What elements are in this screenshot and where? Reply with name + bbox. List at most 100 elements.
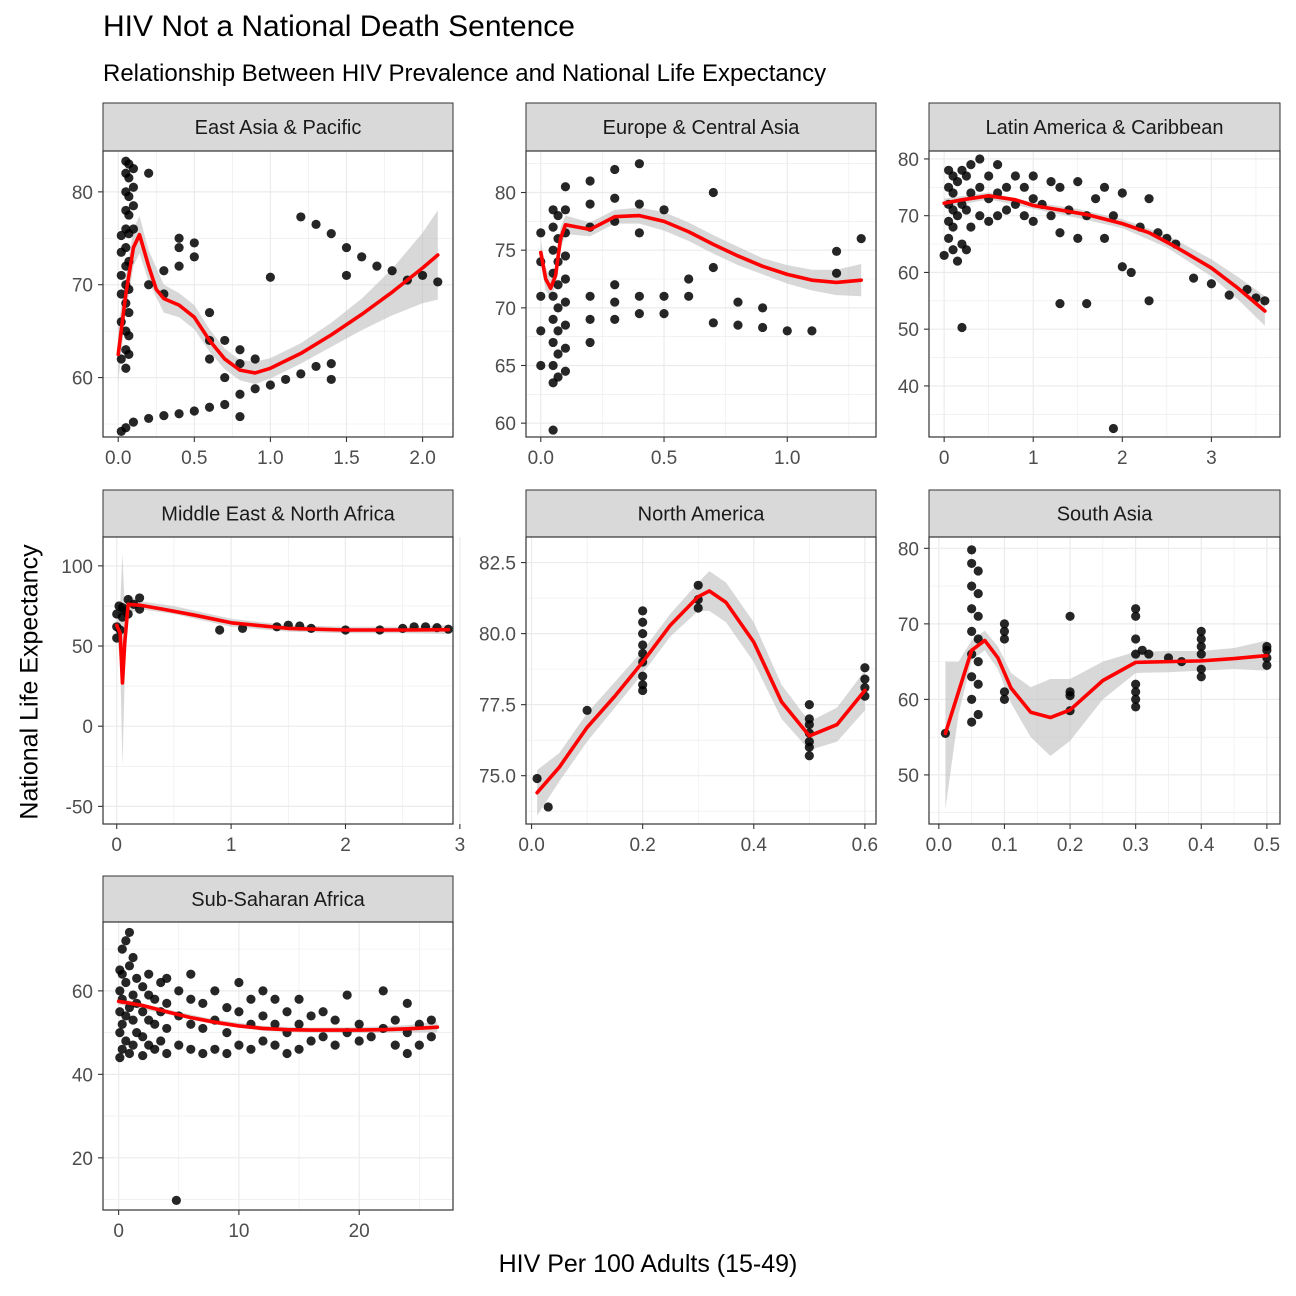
data-point [967,626,977,637]
data-point [135,593,145,603]
data-point [804,700,814,710]
data-point [1108,423,1119,434]
y-tick-label: 100 [61,557,93,578]
data-point [966,160,976,170]
y-tick-label: 50 [898,766,919,787]
data-point [610,280,620,290]
data-point [957,322,967,333]
data-point [1073,233,1083,243]
data-point [378,986,388,996]
data-point [156,1036,166,1046]
data-point [326,359,336,369]
facet-panels: East Asia & Pacific 0.0 0.5 1.0 1.5 2.0 60 70 80… [61,102,1281,1242]
data-point [354,1036,364,1046]
data-point [1131,687,1141,697]
x-tick-label: 3 [1206,448,1217,469]
facet-strip-label: Sub-Saharan Africa [191,889,365,911]
data-point [1196,626,1206,637]
data-point [975,182,985,192]
data-point [174,261,184,271]
data-point [634,309,644,319]
panel-border [928,536,1281,825]
data-point [250,354,260,364]
data-point [634,199,644,209]
x-tick-label: 0 [939,448,950,469]
data-point [124,1048,135,1059]
data-point [258,1011,268,1021]
data-point [128,224,139,234]
data-point [973,679,983,689]
data-point [121,423,131,433]
data-point [258,986,268,996]
data-point [318,1032,328,1042]
data-point [1046,211,1056,221]
data-point [426,1015,436,1025]
data-point [684,274,694,284]
data-point [144,969,154,979]
x-tick-label: 0.5 [181,448,207,469]
data-point [560,343,571,353]
data-point [132,973,142,983]
data-point [138,1050,148,1061]
data-point [1131,702,1141,712]
facet-strip-label: South Asia [1057,504,1154,526]
data-point [585,176,595,186]
facet-strip [525,102,877,152]
data-point [984,216,994,226]
data-point [121,1036,131,1046]
x-tick-label: 0 [111,835,122,856]
data-point [294,1044,304,1054]
data-point [128,164,139,174]
data-point [967,558,977,569]
data-point [117,969,127,979]
x-tick-label: 1.5 [333,448,359,469]
data-point [967,545,977,555]
data-point [967,694,977,704]
facet-middle-east-and-north-africa: Middle East & North Africa 0 1 2 3 -50 0 50 100 [61,489,465,856]
data-point [162,1023,172,1034]
plot-background [103,922,453,1210]
facet-strip [928,489,1281,538]
x-tick-label: 1.0 [774,448,800,469]
data-point [174,1040,184,1050]
data-point [1055,228,1065,238]
data-point [144,168,154,178]
data-point [548,360,558,371]
data-point [124,191,134,202]
data-point [258,1036,268,1046]
data-point [121,936,131,946]
data-point [693,603,703,613]
data-point [585,199,595,209]
data-point [390,1015,400,1025]
data-point [121,977,131,988]
data-point [174,986,184,996]
data-point [220,335,230,346]
data-point [634,291,644,301]
data-point [708,187,718,198]
plot-data-layer [116,156,443,437]
data-point [804,714,814,724]
data-point [1065,611,1075,621]
data-point [1260,296,1270,306]
data-point [116,354,126,364]
data-point [222,1002,232,1013]
data-point [975,154,985,164]
data-point [189,406,199,416]
data-point [1082,299,1092,309]
x-tick-label: 2.0 [409,448,435,469]
data-point [326,229,336,239]
facet-strip [525,489,877,538]
data-point [162,998,172,1008]
x-tick-label: 1 [226,835,237,856]
data-point [733,297,743,307]
facet-sub-saharan-africa: Sub-Saharan Africa 0 10 20 20 40 60 [72,875,454,1242]
data-point [198,1048,208,1059]
data-point [560,320,571,330]
x-tick-label: 1.0 [257,448,283,469]
data-point [1117,188,1127,198]
gridlines [526,537,876,824]
x-tick-label: 0.5 [651,448,677,469]
data-point [1046,177,1056,187]
data-point [174,409,184,419]
gridlines [103,537,461,824]
